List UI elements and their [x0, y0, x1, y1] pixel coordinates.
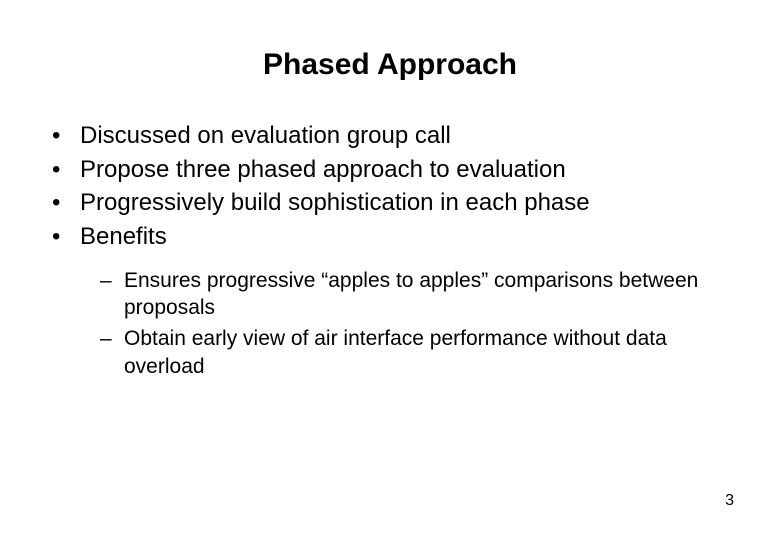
- bullet-marker-icon: •: [52, 187, 80, 219]
- bullet-item: • Discussed on evaluation group call: [52, 120, 728, 152]
- slide-title: Phased Approach: [0, 48, 780, 82]
- bullet-marker-icon: •: [52, 120, 80, 152]
- bullet-text: Propose three phased approach to evaluat…: [80, 154, 728, 186]
- bullet-text: Benefits: [80, 221, 728, 253]
- page-number: 3: [725, 492, 734, 510]
- slide: Phased Approach • Discussed on evaluatio…: [0, 0, 780, 540]
- bullet-marker-icon: •: [52, 154, 80, 186]
- bullet-text: Discussed on evaluation group call: [80, 120, 728, 152]
- bullet-item: • Progressively build sophistication in …: [52, 187, 728, 219]
- sub-bullet-text: Ensures progressive “apples to apples” c…: [124, 267, 728, 322]
- bullet-item: • Benefits: [52, 221, 728, 253]
- bullet-item: • Propose three phased approach to evalu…: [52, 154, 728, 186]
- bullet-text: Progressively build sophistication in ea…: [80, 187, 728, 219]
- dash-marker-icon: –: [100, 267, 124, 294]
- dash-marker-icon: –: [100, 325, 124, 352]
- sub-bullet-list: – Ensures progressive “apples to apples”…: [100, 267, 728, 380]
- sub-bullet-text: Obtain early view of air interface perfo…: [124, 325, 728, 380]
- sub-bullet-item: – Ensures progressive “apples to apples”…: [100, 267, 728, 322]
- sub-bullet-item: – Obtain early view of air interface per…: [100, 325, 728, 380]
- slide-body: • Discussed on evaluation group call • P…: [52, 120, 728, 384]
- bullet-marker-icon: •: [52, 221, 80, 253]
